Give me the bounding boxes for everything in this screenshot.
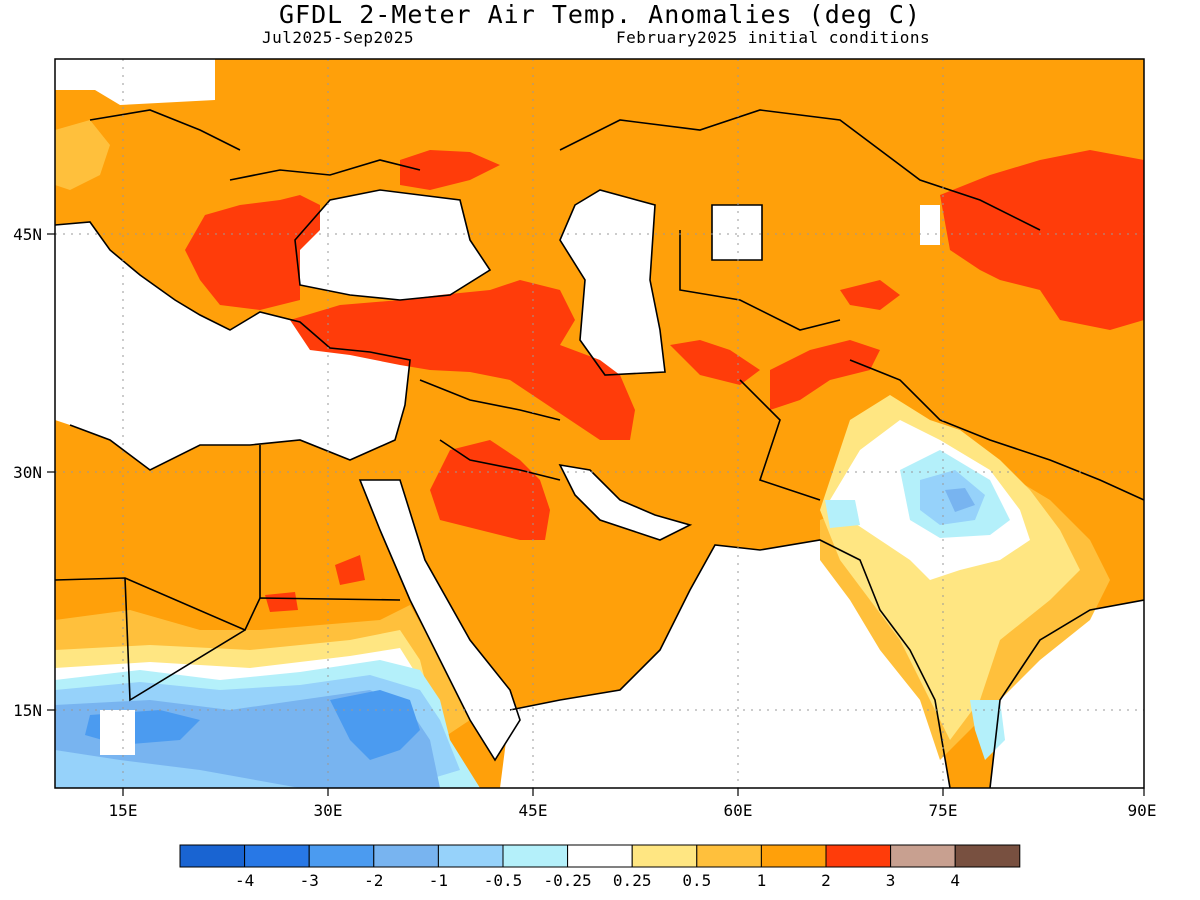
lon-tick-label: 75E bbox=[929, 801, 958, 820]
legend-swatch bbox=[696, 844, 762, 868]
aral-sea bbox=[712, 205, 762, 260]
map-title: GFDL 2-Meter Air Temp. Anomalies (deg C) bbox=[278, 0, 922, 29]
legend-label: 0.5 bbox=[682, 871, 711, 890]
legend-label: 3 bbox=[886, 871, 896, 890]
hot-turkey bbox=[290, 280, 635, 440]
lon-tick-label: 90E bbox=[1128, 801, 1157, 820]
legend-swatch bbox=[308, 844, 375, 868]
plot-frame bbox=[54, 58, 1145, 789]
sahel-cool-4 bbox=[330, 690, 420, 760]
legend-swatch bbox=[954, 844, 1021, 868]
lat-tick-labels: 45N 30N 15N bbox=[13, 225, 42, 720]
legend-swatch bbox=[244, 844, 310, 868]
color-legend: -4 -3 -2 -1 -0.5 -0.25 0.25 0.5 1 2 3 4 bbox=[179, 844, 1021, 890]
legend-swatch bbox=[179, 844, 246, 868]
hot-central-asia bbox=[940, 150, 1144, 330]
black-sea bbox=[295, 190, 490, 300]
arabian-sea bbox=[500, 540, 950, 788]
hot-afghan bbox=[770, 340, 880, 410]
legend-label: -0.25 bbox=[544, 871, 592, 890]
lon-tick-labels: 15E 30E 45E 60E 75E 90E bbox=[109, 801, 1157, 820]
legend-swatch bbox=[825, 844, 892, 868]
legend-swatch bbox=[373, 844, 439, 868]
legend-label: 2 bbox=[821, 871, 831, 890]
legend-label: 4 bbox=[950, 871, 960, 890]
lat-tick-label: 45N bbox=[13, 225, 42, 244]
lat-tick-label: 15N bbox=[13, 701, 42, 720]
mediterranean-sea bbox=[55, 222, 410, 470]
lon-tick-label: 45E bbox=[519, 801, 548, 820]
legend-swatch bbox=[437, 844, 504, 868]
legend-swatch bbox=[502, 844, 569, 868]
legend-label: 0.25 bbox=[613, 871, 652, 890]
legend-swatch bbox=[890, 844, 956, 868]
coastlines bbox=[55, 109, 1144, 788]
india-cool-3 bbox=[945, 488, 975, 512]
map-field bbox=[55, 59, 1144, 788]
legend-swatch bbox=[760, 844, 827, 868]
legend-label: -0.5 bbox=[484, 871, 523, 890]
lat-tick-label: 30N bbox=[13, 463, 42, 482]
hot-balkans bbox=[185, 195, 320, 310]
lon-tick-label: 15E bbox=[109, 801, 138, 820]
forecast-period: Jul2025-Sep2025 bbox=[262, 28, 414, 47]
hot-ukraine bbox=[400, 150, 500, 190]
legend-label: 1 bbox=[757, 871, 767, 890]
gridlines bbox=[55, 59, 1144, 788]
lon-tick-label: 30E bbox=[314, 801, 343, 820]
lon-tick-label: 60E bbox=[724, 801, 753, 820]
red-sea bbox=[360, 480, 520, 760]
legend-label: -4 bbox=[235, 871, 254, 890]
india-cool-south bbox=[970, 700, 1005, 760]
legend-label: -3 bbox=[300, 871, 319, 890]
legend-label: -2 bbox=[364, 871, 383, 890]
hot-arabia bbox=[430, 440, 550, 540]
bay-of-bengal bbox=[990, 600, 1144, 788]
white-patch-baltic bbox=[55, 59, 215, 105]
legend-label: -1 bbox=[429, 871, 448, 890]
legend-swatch bbox=[631, 844, 698, 868]
initial-conditions: February2025 initial conditions bbox=[616, 28, 931, 47]
caspian-sea bbox=[560, 190, 665, 375]
legend-swatch bbox=[567, 844, 633, 868]
hot-iran bbox=[670, 340, 760, 385]
